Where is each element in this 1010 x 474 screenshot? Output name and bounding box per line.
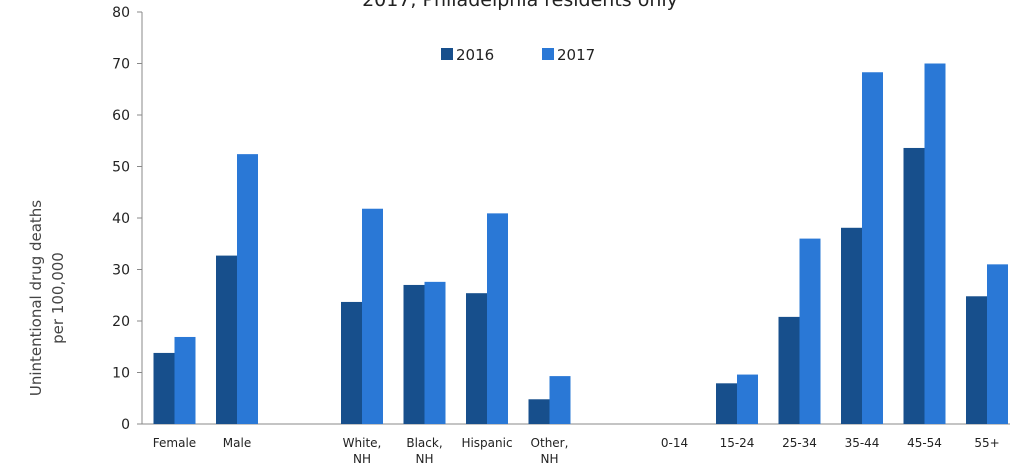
bar-2017 [987, 264, 1008, 424]
legend-swatch-2017 [542, 48, 554, 60]
y-tick-label: 50 [112, 160, 130, 176]
bar-2017 [174, 336, 196, 424]
x-tick-label: 35-44 [845, 436, 880, 450]
bar-2016 [841, 227, 862, 424]
y-tick-label: 80 [112, 5, 130, 21]
y-ticks: 0 10 20 30 40 50 60 70 80 [112, 5, 142, 433]
x-tick-label: NH [416, 452, 434, 466]
bars [153, 63, 1008, 424]
x-tick-label: Female [153, 436, 196, 450]
legend-swatch-2016 [441, 48, 453, 60]
bar-2017 [237, 154, 258, 424]
bar-2017 [799, 238, 821, 424]
y-tick-label: 0 [121, 417, 130, 433]
bar-2017 [549, 376, 571, 424]
y-axis-label-line-2: per 100,000 [49, 252, 67, 344]
bar-2016 [153, 352, 175, 424]
bar-2016 [341, 301, 362, 424]
chart-title: 2017, Philadelphia residents only [362, 0, 678, 11]
legend-label-2016: 2016 [456, 46, 494, 64]
bar-2017 [862, 72, 883, 424]
bar-2016 [903, 147, 925, 424]
x-tick-label: 25-34 [782, 436, 817, 450]
bar-2017 [424, 281, 446, 424]
legend-label-2017: 2017 [557, 46, 595, 64]
y-tick-label: 70 [112, 57, 130, 73]
x-tick-label: Black, [406, 436, 442, 450]
y-tick-label: 10 [112, 366, 130, 382]
x-tick-label: 45-54 [907, 436, 942, 450]
x-tick-label: Other, [531, 436, 569, 450]
bar-2016 [778, 316, 800, 424]
x-tick-label: White, [343, 436, 382, 450]
bar-2016 [528, 399, 550, 424]
bar-2016 [716, 383, 737, 424]
x-tick-label: 55+ [974, 436, 999, 450]
y-tick-label: 20 [112, 314, 130, 330]
bar-2017 [924, 63, 946, 424]
bar-2016 [403, 284, 425, 424]
bar-2017 [737, 374, 758, 424]
y-tick-label: 40 [112, 211, 130, 227]
y-axis-label-line-1: Unintentional drug deaths [27, 200, 45, 396]
x-labels: Female Male White, NH Black, NH Hispanic Other,… [153, 436, 1000, 466]
x-tick-label: NH [541, 452, 559, 466]
x-tick-label: NH [353, 452, 371, 466]
x-tick-label: 15-24 [720, 436, 755, 450]
x-tick-label: Male [223, 436, 251, 450]
x-tick-label: Hispanic [461, 436, 512, 450]
bar-2017 [487, 213, 508, 424]
y-tick-label: 30 [112, 263, 130, 279]
bar-2016 [466, 293, 487, 424]
x-tick-label: 0-14 [661, 436, 688, 450]
bar-2016 [216, 255, 237, 424]
bar-2017 [362, 208, 383, 424]
y-tick-label: 60 [112, 108, 130, 124]
legend: 2016 2017 [441, 46, 595, 64]
bar-2016 [966, 296, 987, 424]
